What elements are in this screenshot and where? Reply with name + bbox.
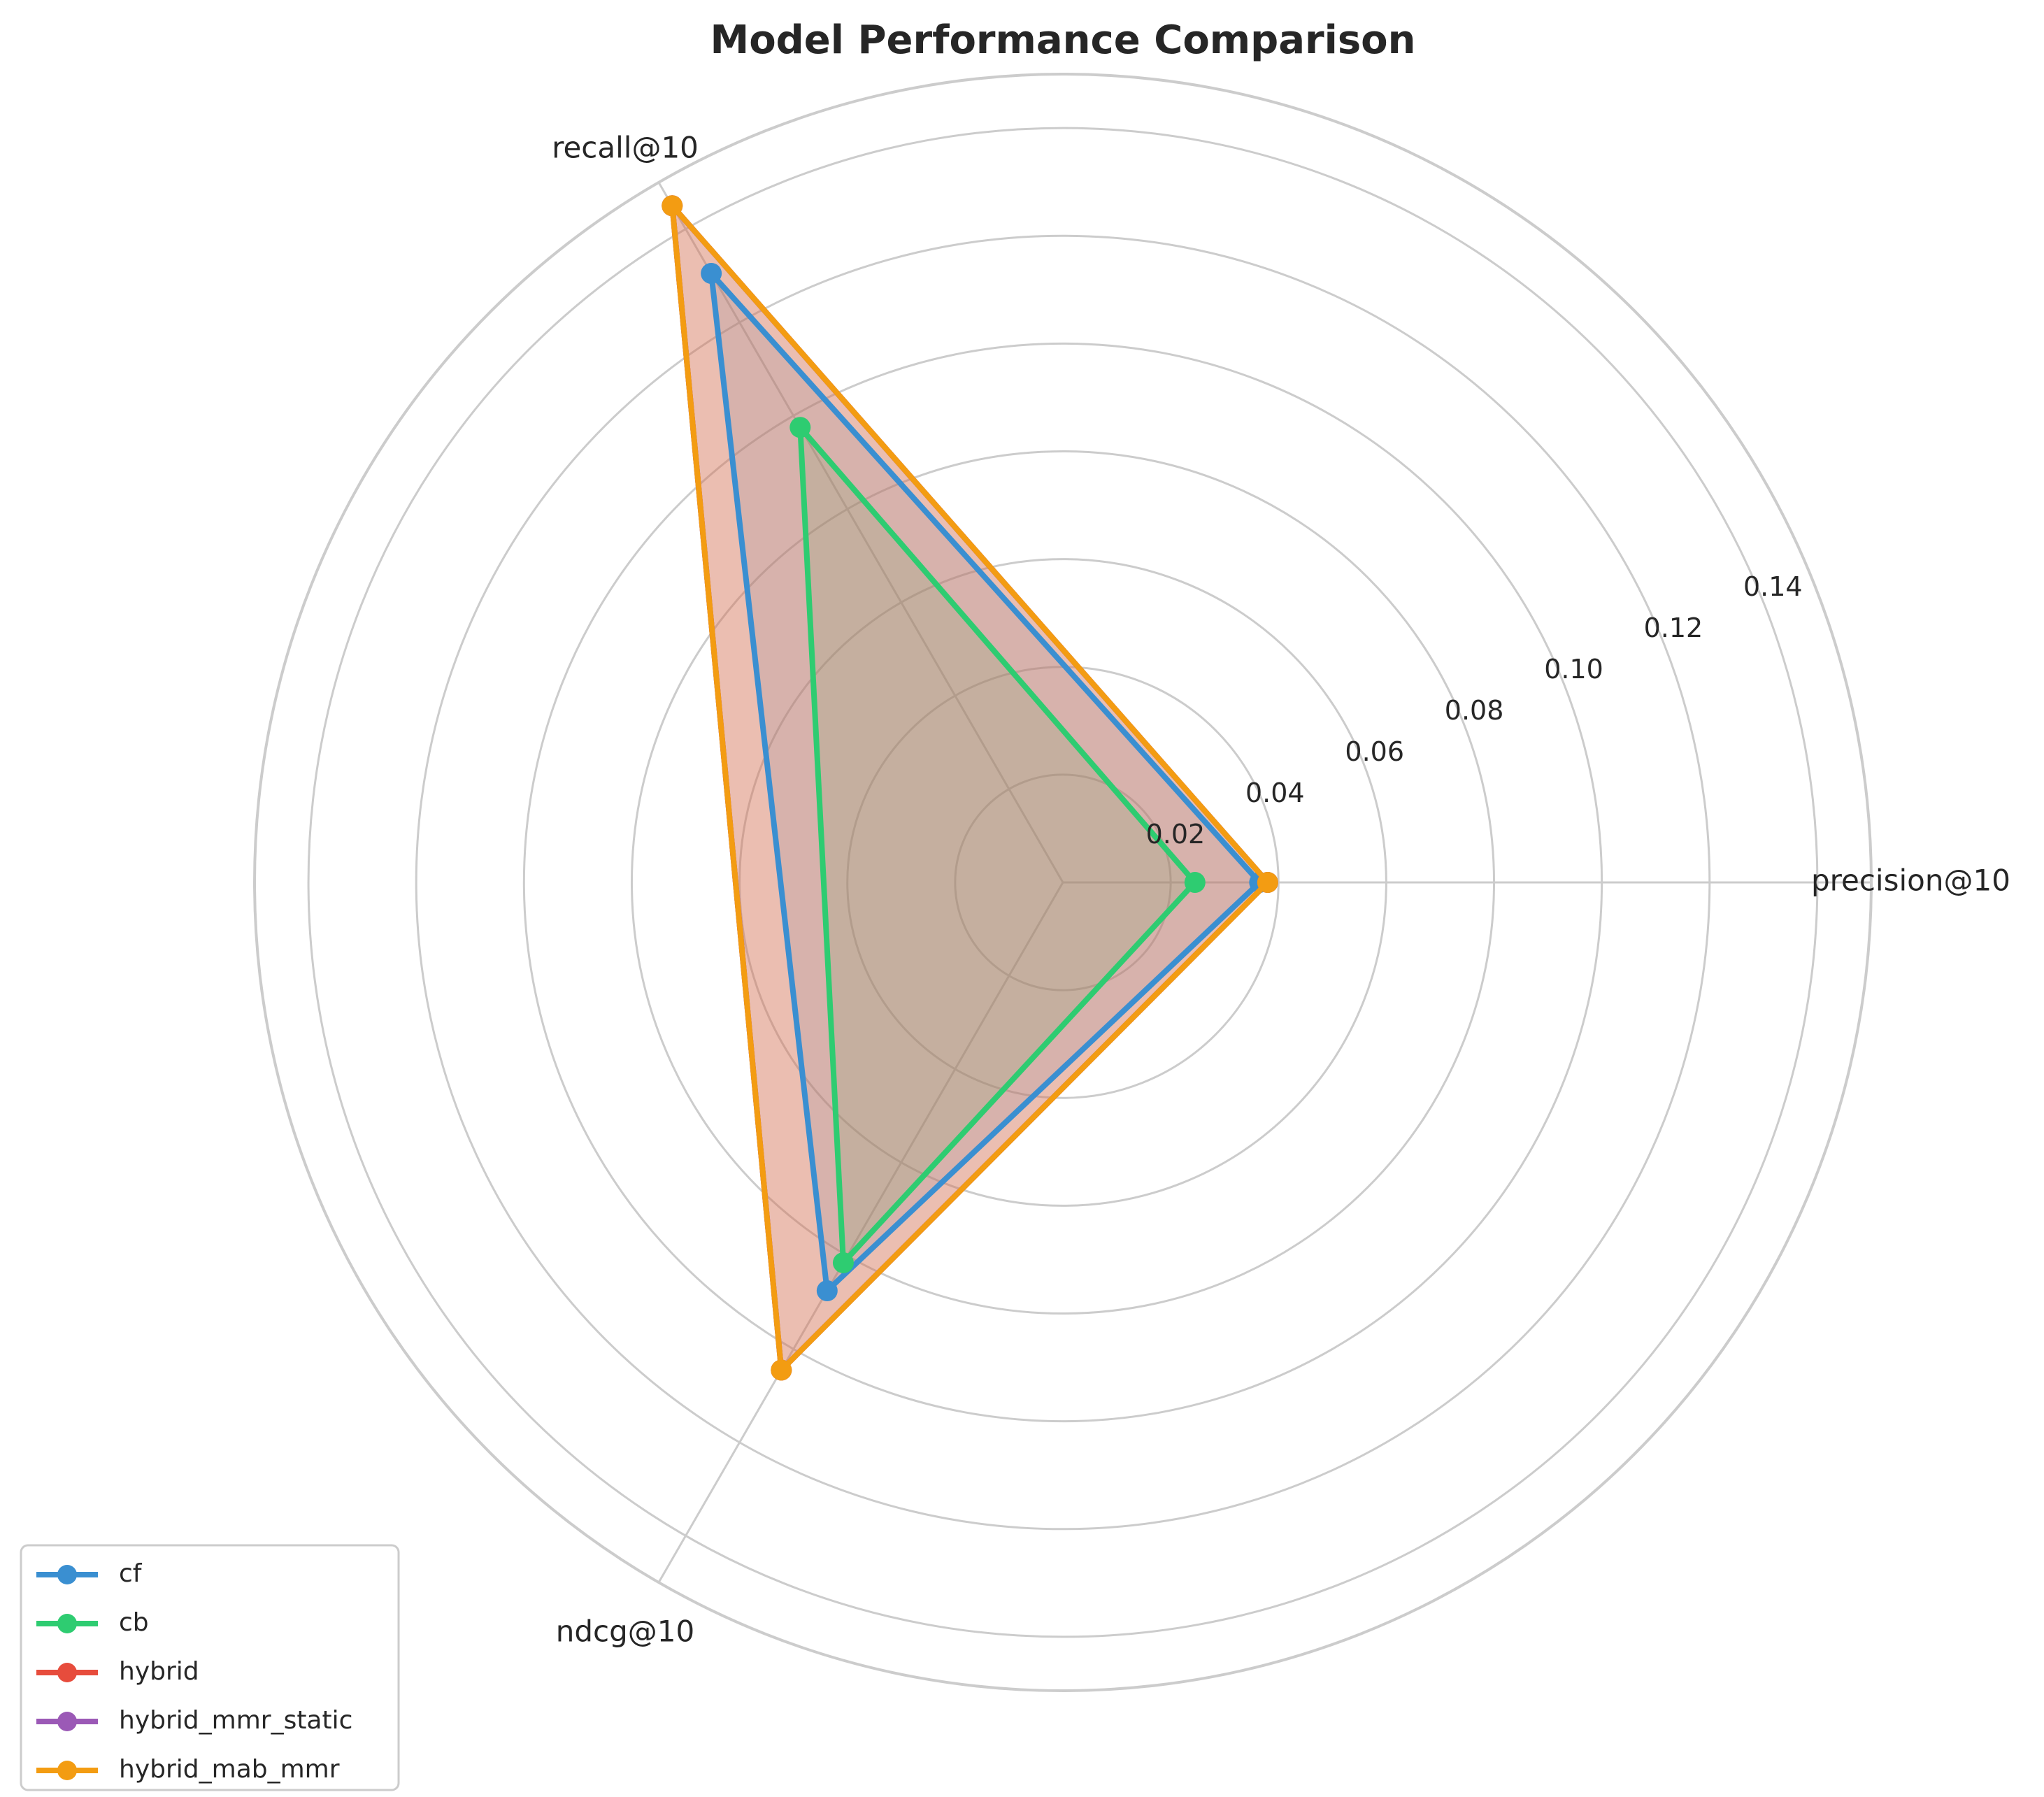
legend-label-hybrid_mab_mmr: hybrid_mab_mmr bbox=[119, 1755, 340, 1784]
legend-marker-hybrid_mab_mmr bbox=[57, 1761, 77, 1780]
series-point-hybrid_mab_mmr-2 bbox=[771, 1359, 792, 1381]
legend-marker-hybrid_mmr_static bbox=[57, 1712, 77, 1731]
axis-label-1: recall@10 bbox=[552, 131, 699, 165]
series-point-hybrid_mab_mmr-1 bbox=[662, 195, 683, 217]
spoke-1 bbox=[657, 182, 1064, 883]
r-tick-label-2: 0.06 bbox=[1345, 736, 1404, 767]
r-tick-label-0: 0.02 bbox=[1146, 819, 1206, 850]
series-layer bbox=[662, 195, 1278, 1381]
legend-marker-cb bbox=[57, 1614, 77, 1633]
legend: cf cb hybrid hybrid_mmr_static hybrid_mab_mm… bbox=[20, 1544, 400, 1791]
series-line-cb bbox=[797, 424, 1198, 1266]
radar-grid bbox=[253, 73, 1873, 1692]
legend-box bbox=[20, 1544, 400, 1791]
r-tick-label-3: 0.08 bbox=[1445, 695, 1504, 726]
series-point-hybrid_mab_mmr-0 bbox=[1257, 872, 1278, 893]
legend-label-hybrid_mmr_static: hybrid_mmr_static bbox=[119, 1706, 352, 1735]
axis-labels: precision@10 recall@10 ndcg@10 bbox=[552, 131, 2010, 1649]
chart-title: Model Performance Comparison bbox=[710, 17, 1415, 63]
legend-label-cf: cf bbox=[119, 1559, 143, 1588]
series-point-cf-2 bbox=[816, 1280, 838, 1301]
series-line-cf bbox=[708, 271, 1263, 1294]
legend-label-hybrid: hybrid bbox=[119, 1657, 199, 1686]
radial-tick-labels: 0.02 0.04 0.06 0.08 0.10 0.12 0.14 bbox=[1146, 571, 1803, 850]
series-point-cb-0 bbox=[1184, 872, 1206, 893]
series-fill-hybrid_mab_mmr bbox=[672, 206, 1268, 1370]
axis-label-0: precision@10 bbox=[1811, 864, 2010, 898]
series-fill-hybrid bbox=[672, 206, 1268, 1370]
series-point-cf-1 bbox=[701, 263, 722, 285]
r-tick-label-1: 0.04 bbox=[1245, 778, 1305, 808]
series-point-cb-2 bbox=[832, 1252, 854, 1273]
spoke-2 bbox=[657, 882, 1064, 1583]
r-tick-label-4: 0.10 bbox=[1544, 654, 1603, 685]
series-line-hybrid_mab_mmr bbox=[669, 203, 1271, 1373]
legend-marker-hybrid bbox=[57, 1663, 77, 1682]
r-tick-label-6: 0.14 bbox=[1743, 571, 1803, 602]
axis-label-2: ndcg@10 bbox=[556, 1615, 694, 1649]
series-fill-cb bbox=[800, 427, 1195, 1263]
legend-label-cb: cb bbox=[119, 1608, 149, 1637]
series-point-cb-1 bbox=[789, 417, 811, 438]
r-tick-label-5: 0.12 bbox=[1644, 613, 1703, 643]
series-fill-cf bbox=[711, 273, 1260, 1291]
legend-marker-cf bbox=[57, 1565, 77, 1584]
series-fill-hybrid_mmr_static bbox=[672, 206, 1268, 1370]
